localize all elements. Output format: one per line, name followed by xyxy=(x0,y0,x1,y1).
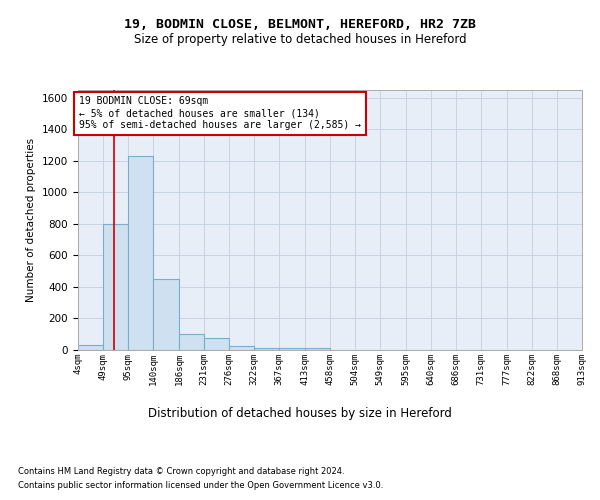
Text: Contains HM Land Registry data © Crown copyright and database right 2024.: Contains HM Land Registry data © Crown c… xyxy=(18,468,344,476)
Bar xyxy=(154,279,179,350)
Text: 19 BODMIN CLOSE: 69sqm
← 5% of detached houses are smaller (134)
95% of semi-det: 19 BODMIN CLOSE: 69sqm ← 5% of detached … xyxy=(79,96,361,130)
Bar xyxy=(103,224,128,350)
Bar xyxy=(254,348,279,350)
Bar xyxy=(179,334,204,350)
Bar xyxy=(78,346,103,350)
Text: Distribution of detached houses by size in Hereford: Distribution of detached houses by size … xyxy=(148,408,452,420)
Bar xyxy=(128,156,154,350)
Y-axis label: Number of detached properties: Number of detached properties xyxy=(26,138,37,302)
Bar xyxy=(229,346,254,350)
Bar xyxy=(279,348,305,350)
Text: Size of property relative to detached houses in Hereford: Size of property relative to detached ho… xyxy=(134,32,466,46)
Bar xyxy=(305,348,330,350)
Text: Contains public sector information licensed under the Open Government Licence v3: Contains public sector information licen… xyxy=(18,481,383,490)
Text: 19, BODMIN CLOSE, BELMONT, HEREFORD, HR2 7ZB: 19, BODMIN CLOSE, BELMONT, HEREFORD, HR2… xyxy=(124,18,476,30)
Bar xyxy=(204,338,229,350)
